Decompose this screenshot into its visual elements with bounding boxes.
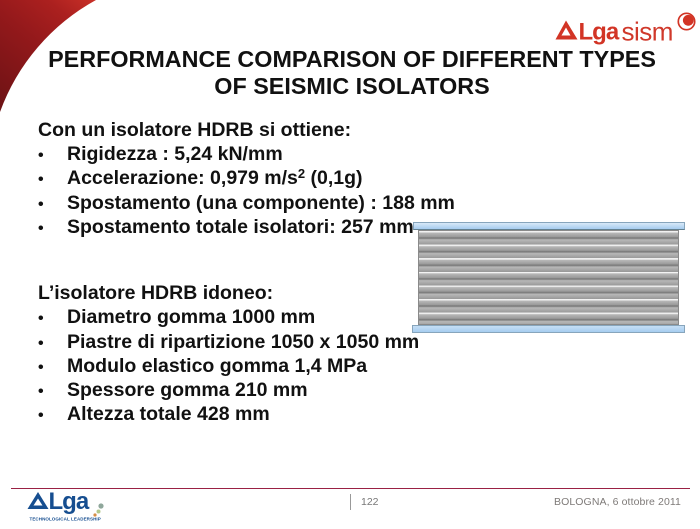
svg-text:Lga: Lga <box>49 490 90 515</box>
svg-text:Lga: Lga <box>579 19 620 46</box>
svg-text:sism: sism <box>622 17 673 47</box>
svg-text:TECHNOLOGICAL LEADERSHIP: TECHNOLOGICAL LEADERSHIP <box>30 517 101 522</box>
